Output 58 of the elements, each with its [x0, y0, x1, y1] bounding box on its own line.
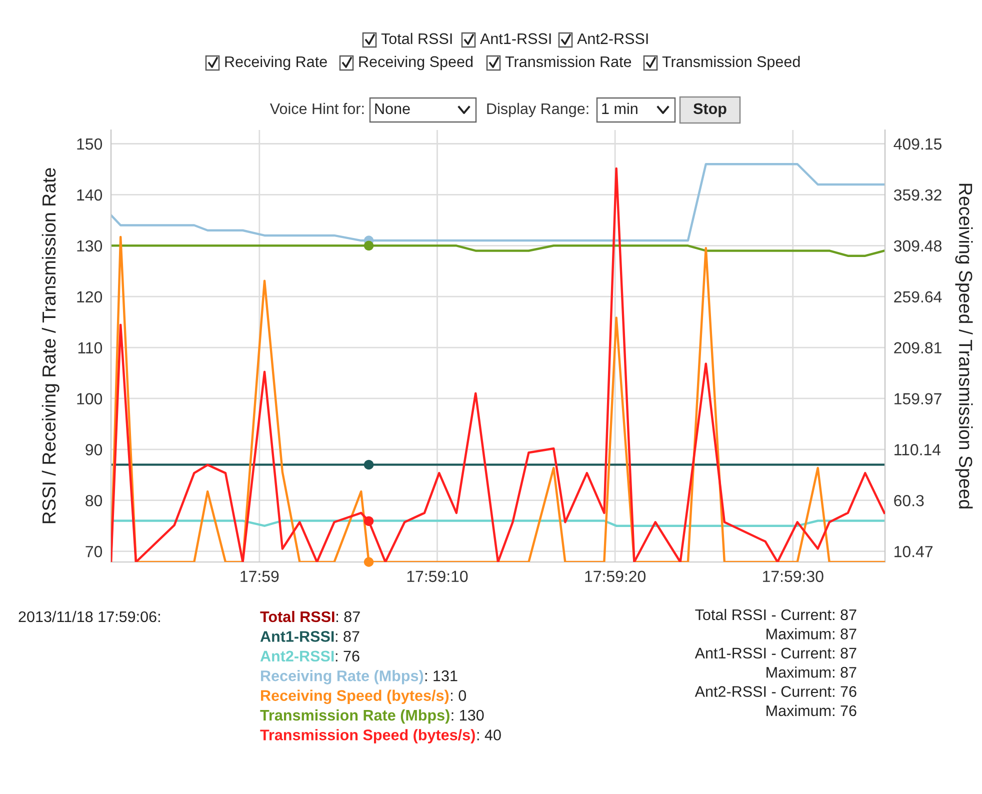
text: Receiving Speed (bytes/s)	[261, 690, 449, 704]
y2-tick-label: 209.81	[894, 342, 942, 354]
text: Transmission Speed (bytes/s)	[260, 729, 475, 744]
text: None	[375, 103, 410, 114]
y2-tick-label: 159.97	[894, 393, 942, 404]
y-tick-label: 150	[77, 138, 102, 150]
y2-tick-label: 359.32	[894, 189, 942, 201]
text: Ant1-RSSI - Current: 87	[694, 648, 856, 659]
legend-label: Total RSSI	[260, 610, 334, 622]
text: Ant1-RSSI	[480, 33, 551, 44]
text: Transmission Rate (Mbps)	[260, 709, 450, 724]
text: Maximum: 87	[766, 666, 856, 678]
text: Maximum: 87	[766, 628, 856, 640]
y-tick-label: 90	[86, 444, 102, 456]
text: : 87	[336, 631, 360, 642]
y2-tick-label: 409.15	[894, 138, 942, 150]
y-tick-label: 70	[86, 546, 102, 558]
text: Ant2-RSSI	[577, 33, 648, 44]
text: Total RSSI	[381, 32, 452, 44]
text: : 76	[336, 650, 360, 662]
text: Maximum: 76	[766, 704, 856, 716]
y2-tick-label: 10.47	[894, 546, 932, 558]
text: Receiving Rate (Mbps)	[261, 670, 424, 684]
text: : 0	[451, 690, 466, 701]
x-tick-label: 17:59:10	[407, 570, 468, 582]
text: Ant2-RSSI	[260, 650, 334, 662]
x-tick-label: 17:59	[240, 570, 279, 582]
text: Total RSSI - Current: 87	[695, 608, 856, 620]
y-tick-label: 140	[77, 189, 102, 201]
y-axis-title: RSSI / Receiving Rate / Transmission Rate	[42, 168, 60, 524]
text: Voice Hint for:	[270, 102, 364, 114]
y2-tick-label: 259.64	[894, 291, 942, 303]
text: : 131	[425, 670, 458, 682]
y-tick-label: 110	[78, 342, 102, 354]
x-tick-label: 17:59:30	[763, 570, 824, 582]
text: Receiving Speed	[359, 56, 473, 70]
text: : 130	[452, 710, 484, 721]
text: Ant2-RSSI - Current: 76	[694, 686, 856, 697]
y2-tick-label: 60.3	[894, 494, 924, 506]
text: 2013/11/18 17:59:06:	[18, 610, 160, 622]
y-tick-label: 120	[77, 291, 102, 303]
text: Transmission Speed	[662, 56, 800, 70]
y-tick-label: 100	[77, 393, 102, 404]
y-tick-label: 130	[77, 240, 102, 252]
y2-tick-label: 110.14	[894, 444, 941, 456]
text: Display Range:	[487, 102, 588, 118]
x-tick-label: 17:59:20	[585, 570, 646, 582]
y2-axis-title: Receiving Speed / Transmission Speed	[955, 184, 973, 508]
line-series	[111, 167, 885, 562]
text: 1 min	[602, 102, 638, 114]
text: Transmission Rate	[505, 56, 632, 68]
text: : 87	[336, 611, 360, 622]
y-tick-label: 80	[86, 494, 102, 506]
text: : 40	[477, 730, 501, 740]
text: Ant1-RSSI	[260, 631, 334, 642]
y2-tick-label: 309.48	[894, 240, 942, 252]
text: Receiving Rate	[225, 56, 327, 70]
text: Stop	[693, 103, 726, 118]
